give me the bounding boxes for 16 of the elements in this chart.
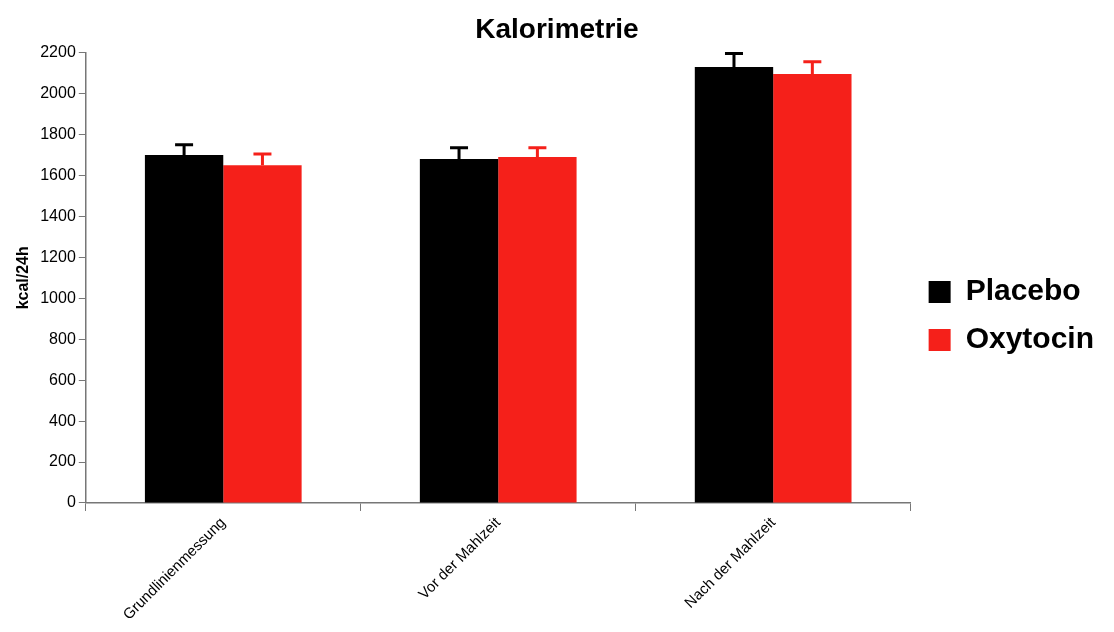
y-tick-label: 1200	[40, 247, 76, 265]
chart-title: Kalorimetrie	[475, 12, 639, 44]
y-tick-label: 600	[49, 370, 76, 388]
y-tick-label: 800	[49, 329, 76, 347]
y-tick-label: 1600	[40, 165, 76, 183]
y-axis-title: kcal/24h	[14, 246, 32, 310]
legend-label: Oxytocin	[965, 321, 1095, 355]
legend-label: Placebo	[965, 273, 1081, 307]
y-tick-label: 200	[49, 452, 76, 470]
y-tick-label: 1400	[40, 206, 76, 224]
y-tick-label: 1800	[40, 124, 76, 142]
y-tick-label: 1000	[40, 288, 76, 306]
y-tick-label: 0	[66, 493, 76, 511]
y-tick-label: 400	[49, 411, 76, 429]
y-tick-label: 2200	[40, 43, 76, 61]
y-tick-label: 2000	[40, 83, 76, 101]
